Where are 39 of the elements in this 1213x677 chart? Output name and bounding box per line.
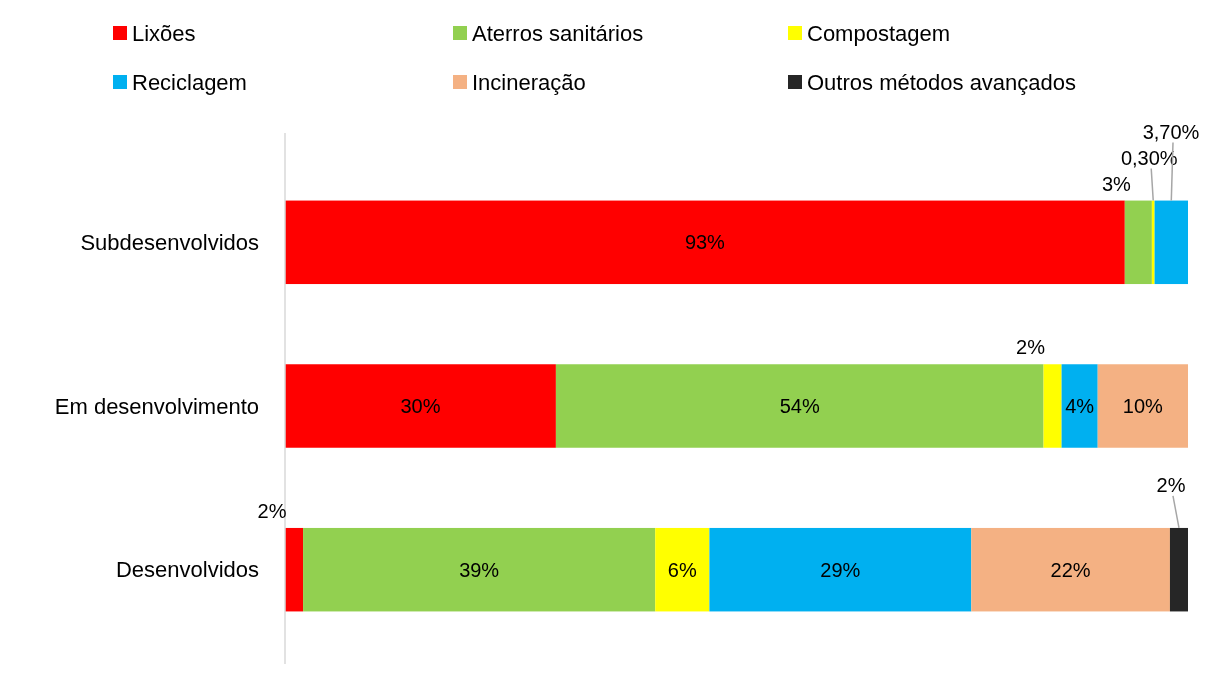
bar	[709, 527, 972, 612]
bar	[1043, 364, 1062, 448]
legend-label: Reciclagem	[132, 69, 247, 95]
legend-label: Incineração	[472, 69, 586, 95]
data-label: 2%	[1016, 336, 1046, 359]
y-tick-label: Em desenvolvimento	[54, 393, 259, 419]
data-label: 22%	[1050, 558, 1091, 581]
data-label: 3,70%	[1142, 120, 1200, 143]
data-label: 29%	[820, 558, 861, 581]
bar	[1097, 364, 1188, 448]
bar	[555, 364, 1044, 448]
bar	[1061, 364, 1098, 448]
bar	[285, 527, 304, 612]
legend-label: Compostagem	[807, 20, 951, 46]
data-label: 6%	[667, 558, 697, 581]
bar	[1154, 200, 1188, 285]
data-label: 39%	[459, 558, 500, 581]
data-label: 0,30%	[1120, 146, 1178, 169]
bar	[285, 200, 1125, 285]
data-label: 54%	[779, 395, 820, 417]
bar	[1169, 527, 1188, 612]
data-label: 4%	[1065, 395, 1095, 417]
data-label: 2%	[1156, 473, 1186, 496]
y-tick-label: Subdesenvolvidos	[80, 230, 259, 255]
legend-label: Aterros sanitários	[472, 20, 644, 46]
data-label: 93%	[684, 231, 726, 254]
y-tick-label: Desenvolvidos	[115, 557, 259, 583]
bar	[285, 364, 556, 448]
bar	[1151, 200, 1155, 285]
data-label: 10%	[1122, 395, 1164, 417]
bar	[1124, 200, 1152, 285]
legend-label: Lixões	[132, 20, 196, 46]
legend-label: Outros métodos avançados	[807, 69, 1077, 95]
data-label: 2%	[257, 499, 287, 522]
bar	[971, 527, 1170, 612]
bar	[303, 527, 656, 612]
bar	[655, 527, 710, 612]
data-label: 30%	[400, 395, 441, 417]
data-label: 3%	[1101, 172, 1131, 195]
